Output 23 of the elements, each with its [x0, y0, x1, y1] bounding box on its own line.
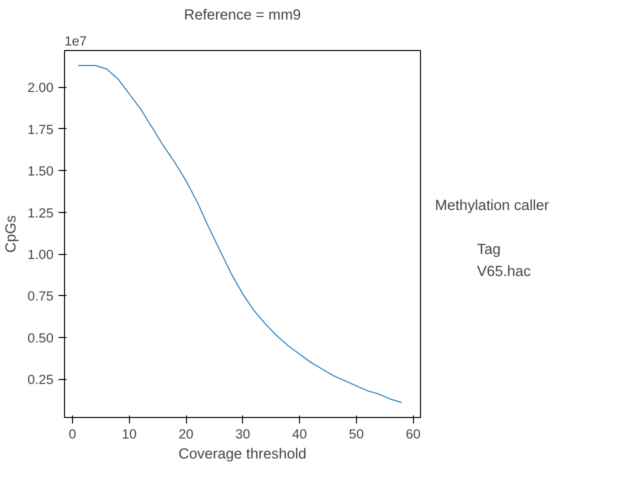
- text: V65.hac: [477, 264, 531, 280]
- y-axis-title: CpGs: [4, 215, 20, 253]
- y-tick-label: 2.00: [28, 80, 54, 96]
- y-tick-label: 0.75: [28, 288, 54, 304]
- x-tick-label: 50: [348, 426, 364, 442]
- x-tick-label: 10: [122, 426, 137, 442]
- y-tick-label: 1.50: [28, 164, 54, 179]
- x-tick-label: 30: [235, 426, 250, 442]
- y-tick-label: 1.25: [28, 205, 54, 220]
- x-tick-label: 0: [68, 426, 76, 442]
- chart-subtitle: Reference = mm9: [184, 8, 301, 24]
- x-tick-label: 40: [292, 426, 307, 442]
- y-tick-label: 0.50: [28, 330, 54, 346]
- y-tick-label: 1.00: [28, 247, 54, 262]
- x-tick-label: 20: [178, 426, 194, 442]
- y-tick-label: 1.75: [28, 122, 54, 137]
- x-axis-title: Coverage threshold: [178, 446, 306, 462]
- legend-title: Methylation caller: [435, 198, 550, 214]
- line-series: [78, 65, 402, 403]
- text: 1e7: [64, 34, 87, 48]
- x-tick-label: 60: [406, 426, 421, 442]
- text: Tag: [477, 242, 501, 258]
- y-tick-label: 0.25: [28, 372, 54, 388]
